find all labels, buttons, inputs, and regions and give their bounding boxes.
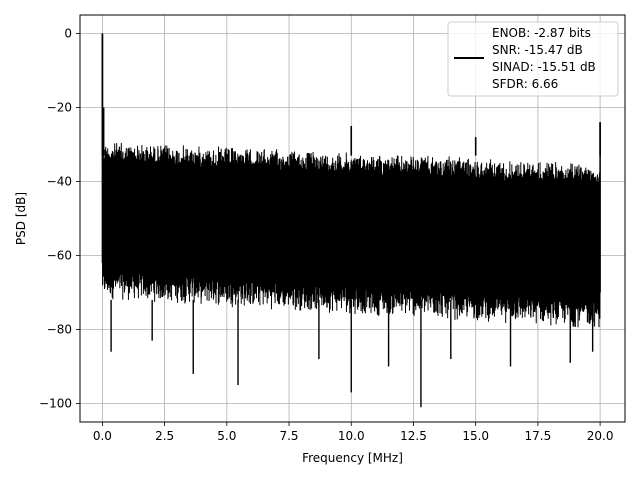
x-tick-label: 17.5: [525, 429, 552, 443]
x-tick-label: 12.5: [400, 429, 427, 443]
y-tick-label: −80: [47, 323, 72, 337]
psd-noise-trace: [101, 142, 601, 328]
y-axis-label: PSD [dB]: [14, 192, 28, 245]
legend-line-3: SINAD: -15.51 dB: [492, 60, 596, 74]
x-axis-label: Frequency [MHz]: [302, 451, 403, 465]
plot-frame: [79, 14, 626, 423]
x-tick-label: 10.0: [338, 429, 365, 443]
x-tick-label: 15.0: [462, 429, 489, 443]
x-tick-label: 5.0: [217, 429, 236, 443]
x-tick-label: 20.0: [587, 429, 614, 443]
x-tick-label: 2.5: [155, 429, 174, 443]
legend-box: [447, 21, 619, 97]
y-tick-label: −40: [47, 175, 72, 189]
legend-line-1: ENOB: -2.87 bits: [492, 26, 591, 40]
x-tick-label: 0.0: [93, 429, 112, 443]
x-tick-label: 7.5: [279, 429, 298, 443]
y-tick-label: −60: [47, 249, 72, 263]
y-tick-label: 0: [64, 27, 72, 41]
y-tick-label: −20: [47, 101, 72, 115]
y-tick-label: −100: [39, 397, 72, 411]
legend-line-4: SFDR: 6.66: [492, 77, 558, 91]
legend: ENOB: -2.87 bits SNR: -15.47 dB SINAD: -…: [447, 21, 619, 97]
tick-layer: 0.0 2.5 5.0 7.5 10.0 12.5 15.0 17.5 20.0 0 −20 −40 −…: [39, 27, 613, 444]
legend-line-2: SNR: -15.47 dB: [492, 43, 583, 57]
data-layer: [101, 33, 601, 408]
